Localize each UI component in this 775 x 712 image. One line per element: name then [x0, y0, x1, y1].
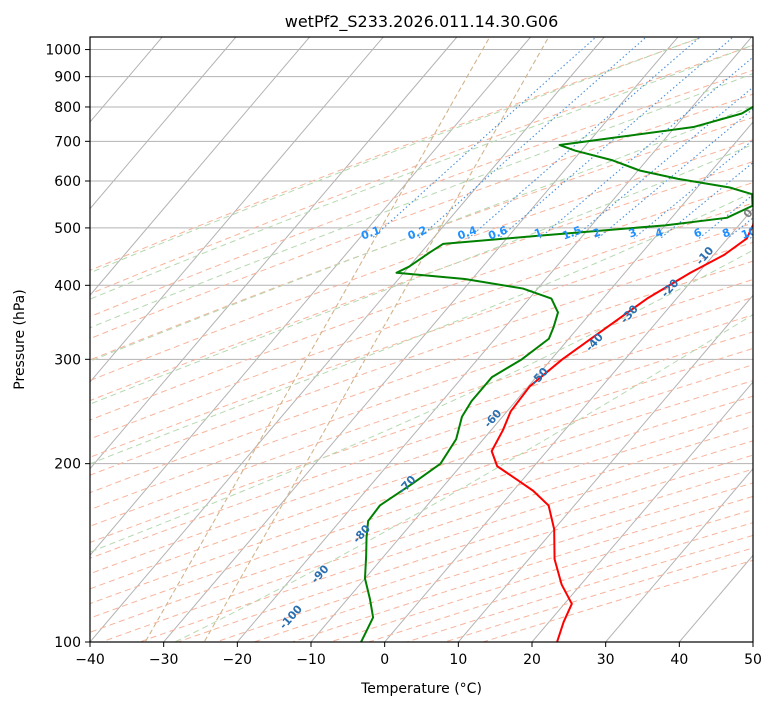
- moist-adiabat: [90, 143, 753, 405]
- isotherm-line: [236, 37, 752, 642]
- dry-adiabat: [90, 202, 753, 440]
- y-axis-label: Pressure (hPa): [12, 289, 28, 389]
- mixing-ratio-line: [468, 37, 701, 239]
- mixing-ratio-line: [418, 37, 648, 239]
- x-tick-label: −10: [296, 652, 326, 668]
- isotherm-line: [90, 37, 458, 470]
- mixing-ratio-label: 4: [653, 226, 665, 241]
- plot-background: [90, 37, 753, 642]
- y-tick-label: 1000: [45, 43, 81, 59]
- x-axis-label: Temperature (°C): [360, 681, 482, 697]
- plot-frame: [89, 36, 754, 643]
- mixing-ratio-line: [371, 37, 597, 239]
- x-tick-label: 30: [597, 652, 615, 668]
- dry-adiabat: [90, 331, 753, 559]
- temperature-line: [490, 222, 753, 642]
- mixing-ratio-label: 10: [739, 224, 758, 242]
- dry-adiabat: [90, 241, 753, 476]
- y-tick-label: 100: [54, 635, 81, 651]
- mixing-ratio-line: [749, 235, 753, 239]
- dry-adiabat: [90, 296, 753, 527]
- y-tick-label: 600: [54, 174, 81, 190]
- y-tick-label: 200: [54, 457, 81, 473]
- dry-adiabat: [90, 44, 753, 295]
- isotherm-line: [163, 37, 679, 642]
- x-tick-label: 40: [670, 652, 688, 668]
- isotherm-line: [605, 467, 753, 642]
- mixing-ratio-line: [572, 86, 753, 239]
- x-tick-label: −30: [149, 652, 179, 668]
- y-tick-label: 300: [54, 352, 81, 368]
- y-tick-label: 900: [54, 70, 81, 86]
- x-tick-label: −20: [223, 652, 253, 668]
- dry-adiabat: [90, 37, 705, 271]
- x-tick-label: 50: [744, 652, 762, 668]
- dry-adiabat: [90, 93, 753, 340]
- isotherm-line: [90, 37, 531, 557]
- dry-adiabat: [90, 160, 753, 402]
- moist-adiabat: [90, 37, 703, 274]
- chart-title: wetPf2_S233.2026.011.14.30.G06: [285, 12, 559, 32]
- isotherm-line: [752, 641, 753, 642]
- dewpoint-line: [360, 105, 753, 642]
- y-tick-label: 800: [54, 100, 81, 116]
- dry-adiabat: [90, 139, 753, 382]
- x-tick-label: −40: [75, 652, 105, 668]
- mixing-ratio-label: 0.1: [359, 224, 382, 243]
- mixing-ratio-line: [597, 108, 753, 239]
- y-tick-label: 400: [54, 278, 81, 294]
- x-tick-label: 0: [380, 652, 389, 668]
- isotherm-line: [90, 37, 310, 297]
- moist-adiabat: [90, 191, 753, 465]
- mixing-ratio-label: 0.4: [456, 224, 479, 243]
- mixing-ratio-label: 0.2: [406, 224, 429, 243]
- moist-adiabat: [90, 44, 753, 300]
- isotherm-line: [457, 294, 753, 642]
- reference-curve: [144, 37, 491, 642]
- mixing-ratio-label: 13: [767, 224, 775, 241]
- y-tick-label: 700: [54, 134, 81, 150]
- isotherm-line: [90, 37, 605, 642]
- mixing-ratio-label: 0.6: [487, 224, 510, 243]
- dry-adiabat: [90, 278, 753, 511]
- mixing-ratio-label: 8: [720, 226, 732, 241]
- isotherm-line: [90, 37, 237, 210]
- dry-adiabat: [90, 364, 753, 590]
- mixing-ratio-label: 3: [627, 226, 639, 241]
- x-tick-label: 20: [523, 652, 541, 668]
- reference-curve: [203, 37, 550, 642]
- mixing-ratio-label: 1.5: [561, 224, 584, 243]
- mixing-ratio-label: 6: [692, 226, 704, 241]
- mixing-ratio-label: 1: [533, 226, 545, 241]
- x-tick-label: 10: [449, 652, 467, 668]
- isotherm-line: [531, 381, 753, 642]
- y-tick-label: 500: [54, 221, 81, 237]
- isotherm-line: [384, 207, 753, 642]
- mixing-ratio-label: 2: [591, 226, 603, 241]
- isotherm-line: [90, 37, 384, 383]
- mixing-ratio-line: [539, 56, 753, 239]
